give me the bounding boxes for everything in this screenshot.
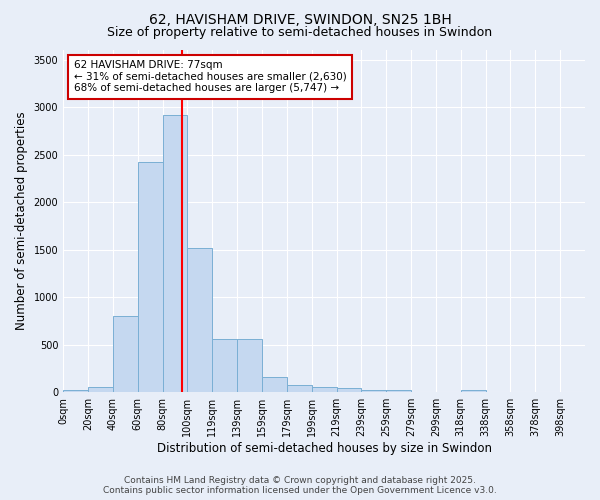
Bar xyxy=(163,114,187,392)
Bar xyxy=(113,316,138,392)
Bar xyxy=(138,162,163,392)
Text: Contains HM Land Registry data © Crown copyright and database right 2025.
Contai: Contains HM Land Registry data © Crown c… xyxy=(103,476,497,495)
Bar xyxy=(287,384,311,392)
Bar xyxy=(386,390,411,392)
Bar xyxy=(63,390,88,392)
Bar xyxy=(187,248,212,392)
Bar xyxy=(237,340,262,392)
Bar xyxy=(461,390,485,392)
Y-axis label: Number of semi-detached properties: Number of semi-detached properties xyxy=(15,112,28,330)
Bar xyxy=(88,388,113,392)
Bar xyxy=(361,390,386,392)
Bar xyxy=(212,340,237,392)
Text: Size of property relative to semi-detached houses in Swindon: Size of property relative to semi-detach… xyxy=(107,26,493,39)
X-axis label: Distribution of semi-detached houses by size in Swindon: Distribution of semi-detached houses by … xyxy=(157,442,491,455)
Bar xyxy=(337,388,361,392)
Text: 62 HAVISHAM DRIVE: 77sqm
← 31% of semi-detached houses are smaller (2,630)
68% o: 62 HAVISHAM DRIVE: 77sqm ← 31% of semi-d… xyxy=(74,60,346,94)
Bar xyxy=(262,376,287,392)
Text: 62, HAVISHAM DRIVE, SWINDON, SN25 1BH: 62, HAVISHAM DRIVE, SWINDON, SN25 1BH xyxy=(149,12,451,26)
Bar xyxy=(311,386,337,392)
